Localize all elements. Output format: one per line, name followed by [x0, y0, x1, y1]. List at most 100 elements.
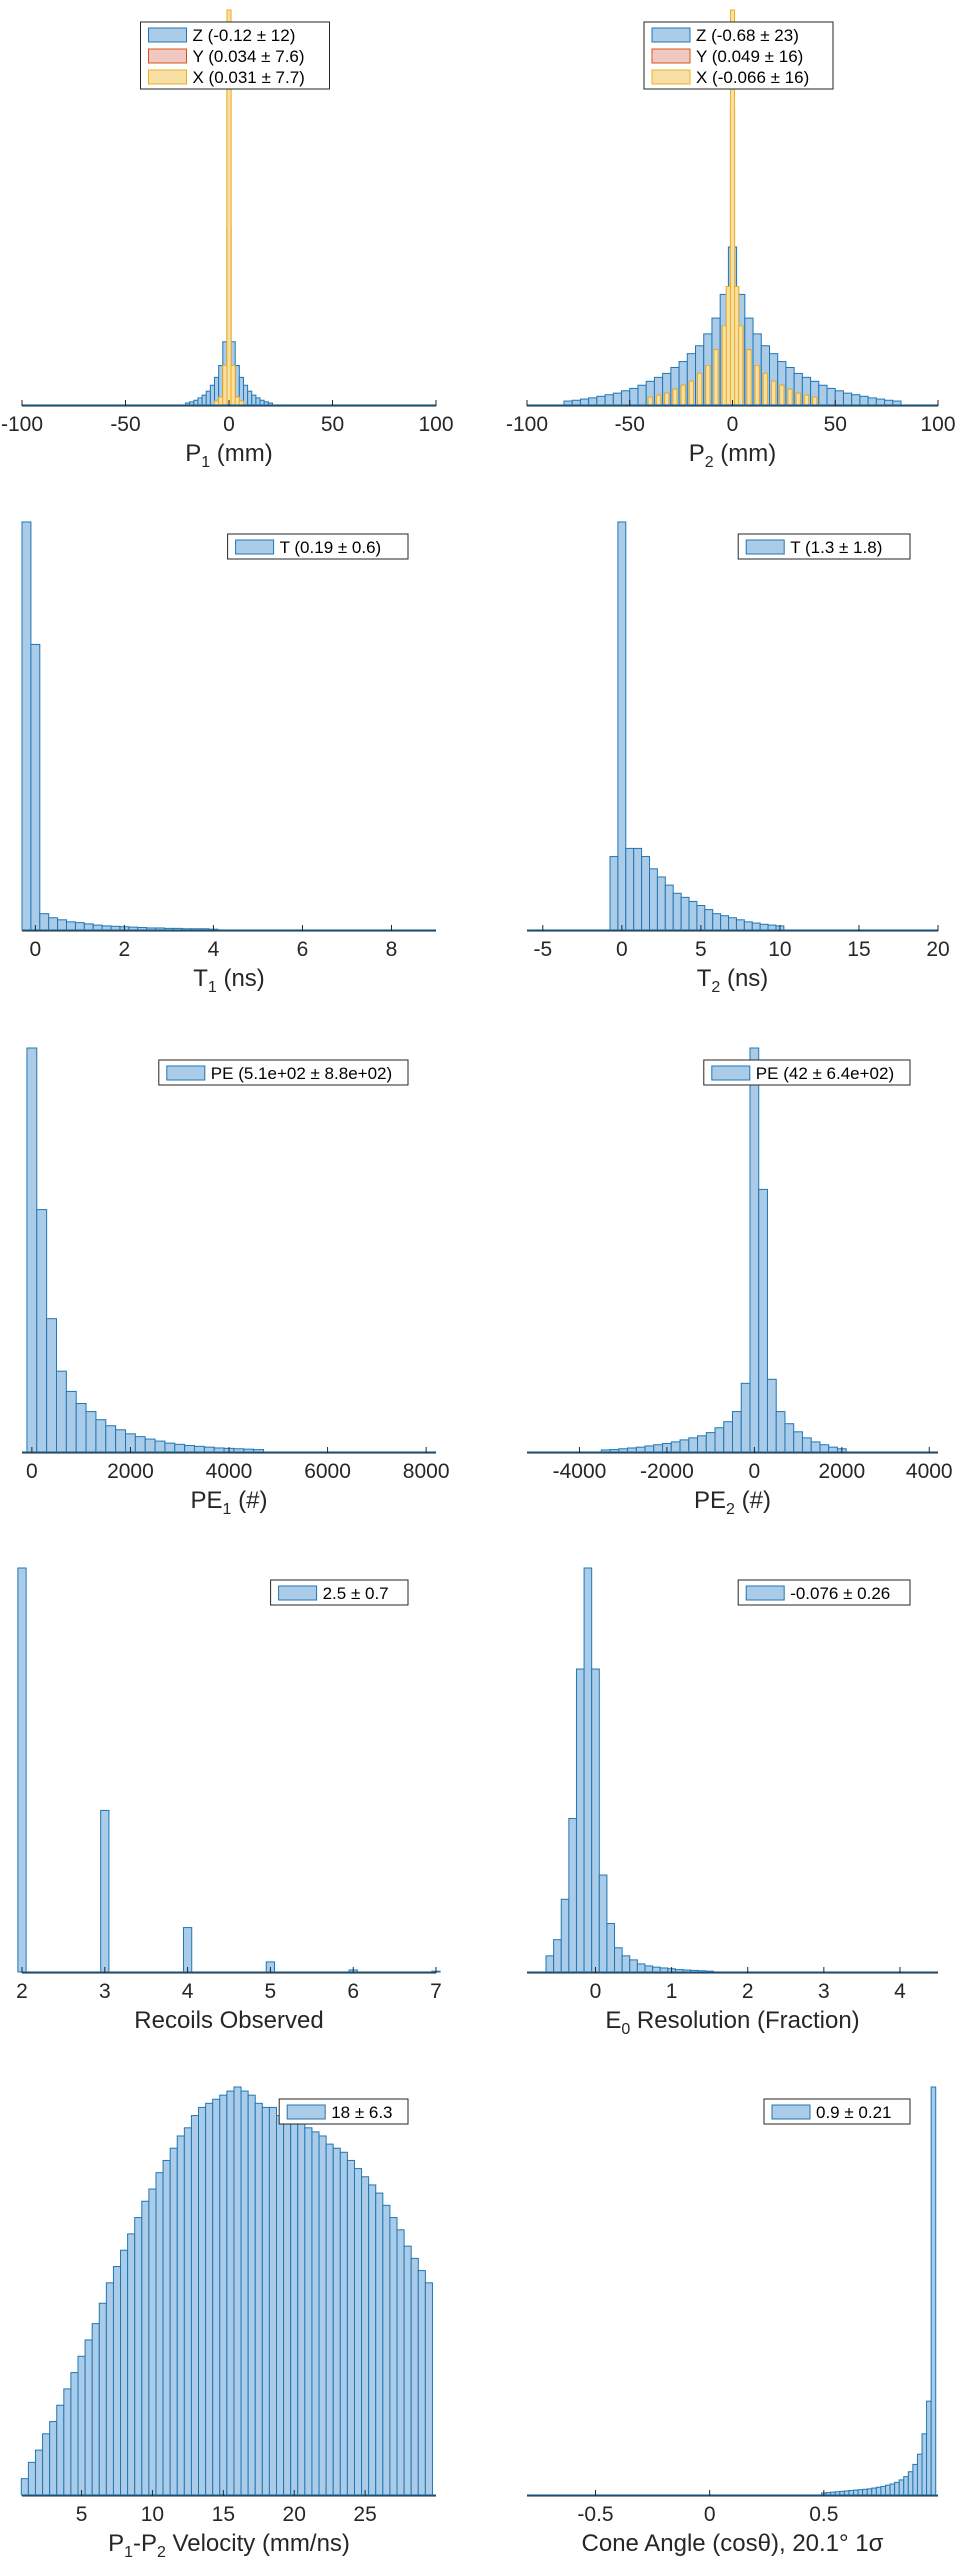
histogram-bar [614, 1947, 623, 1973]
histogram-bar [290, 2119, 299, 2496]
histogram-bar [725, 286, 731, 406]
histogram-bar [680, 896, 690, 931]
x-axis-label: P1-P2 Velocity (mm/ns) [108, 2530, 350, 2561]
histogram-bar [723, 1421, 734, 1453]
histogram-bar [801, 1437, 812, 1453]
legend-entry: 18 ± 6.3 [331, 2103, 392, 2122]
histogram-bar [633, 847, 643, 931]
legend-swatch [745, 1585, 785, 1601]
histogram-bar [810, 1441, 821, 1453]
histogram-bar [17, 1567, 27, 1973]
histogram-bar [762, 372, 768, 406]
histogram-bar [198, 2106, 207, 2496]
legend-swatch [651, 69, 691, 85]
histogram-bar [627, 1447, 637, 1453]
histogram-bar [766, 1378, 777, 1453]
x-tick-label: 5 [695, 938, 707, 961]
histogram-bar [606, 1923, 616, 1973]
series-T [21, 521, 219, 931]
histogram-bar [268, 2106, 278, 2496]
x-tick-label: -4000 [553, 1460, 607, 1483]
histogram-bar [155, 2172, 164, 2496]
x-tick-label: 100 [920, 413, 955, 436]
histogram-bar [672, 892, 682, 931]
histogram-bar [75, 1403, 87, 1453]
histogram-bar [812, 396, 818, 406]
legend-entry: X (0.031 ± 7.7) [193, 68, 305, 87]
histogram-bar [898, 2479, 905, 2496]
histogram-bar [92, 924, 103, 931]
chart-pe2: -4000 -2000 0 2000 4000 PE2 (#) PE (42 ± 6.4e+… [527, 1047, 953, 1518]
histogram-bar [652, 1966, 661, 1973]
histogram-bar [230, 365, 236, 406]
histogram-bar [926, 2400, 932, 2496]
legend-swatch [771, 2104, 811, 2120]
legend-entry: -0.076 ± 0.26 [790, 1584, 890, 1603]
x-tick-label: 4 [182, 1980, 194, 2003]
histogram-bar [591, 1668, 600, 1973]
x-tick-label: 25 [353, 2503, 376, 2526]
histogram-bar [26, 1047, 38, 1453]
x-tick-label: 10 [768, 938, 791, 961]
x-axis-label: E0 Resolution (Fraction) [605, 2007, 859, 2038]
histogram-bar [100, 1809, 110, 1973]
histogram-bar [46, 1318, 57, 1453]
histogram-bar [721, 325, 727, 406]
histogram-bar [49, 2421, 58, 2496]
histogram-bar [325, 2143, 334, 2496]
histogram-bar [659, 1967, 669, 1973]
histogram-bar [787, 388, 793, 406]
histogram-bar [653, 1444, 664, 1453]
legend-entry: X (-0.066 ± 16) [696, 68, 809, 87]
histogram-bar [21, 521, 32, 931]
histogram-bar [234, 396, 240, 406]
x-tick-label: 2 [119, 938, 131, 961]
histogram-bar [617, 521, 627, 931]
x-tick-label: 0 [704, 2503, 716, 2526]
histogram-bar [728, 917, 737, 931]
histogram-bar [182, 1927, 193, 1973]
histogram-bar [834, 390, 844, 406]
legend-entry: 2.5 ± 0.7 [323, 1584, 389, 1603]
histogram-bar [637, 384, 647, 406]
histogram-bar [759, 923, 769, 931]
histogram-bar [134, 1436, 146, 1453]
histogram-bar [793, 1431, 803, 1453]
histogram-bar [218, 396, 224, 406]
x-axis-label: PE1 (#) [191, 1487, 268, 1518]
x-tick-label: 0 [749, 1460, 761, 1483]
x-tick-label: 0 [590, 1980, 602, 2003]
x-tick-label: 8 [386, 938, 398, 961]
legend: 18 ± 6.3 [278, 2098, 409, 2125]
histogram-bar [621, 390, 631, 406]
x-tick-label: 4 [208, 938, 220, 961]
histogram-bar [63, 2388, 72, 2496]
histogram-bar [261, 2106, 270, 2496]
x-tick-label: -2000 [640, 1460, 694, 1483]
x-tick-label: 2 [742, 1980, 754, 2003]
histogram-bar [382, 2204, 391, 2496]
histogram-bar [74, 922, 85, 931]
histogram-bar [912, 2463, 918, 2496]
histogram-bar [568, 1817, 577, 1973]
histogram-bar [629, 1959, 638, 1973]
histogram-bar [697, 372, 703, 406]
x-tick-label: -50 [110, 413, 140, 436]
histogram-bar [571, 399, 581, 406]
histogram-bar [233, 2086, 242, 2496]
histogram-bar [629, 387, 639, 406]
histogram-bar [843, 2490, 850, 2496]
histogram-bar [112, 2266, 122, 2496]
histogram-bar [655, 394, 662, 406]
x-tick-label: 2000 [107, 1460, 154, 1483]
x-tick-label: 4000 [206, 1460, 253, 1483]
histogram-bar [656, 876, 666, 931]
chart-e0: 0 1 2 3 4 E0 Resolution (Fraction) -0.076 ± 0.… [527, 1567, 938, 2038]
histogram-bar [625, 847, 635, 931]
histogram-bar [579, 398, 590, 406]
x-tick-label: 2 [16, 1980, 28, 2003]
histogram-bar [83, 923, 94, 931]
x-tick-label: 5 [265, 1980, 277, 2003]
histogram-bar [148, 2188, 157, 2496]
